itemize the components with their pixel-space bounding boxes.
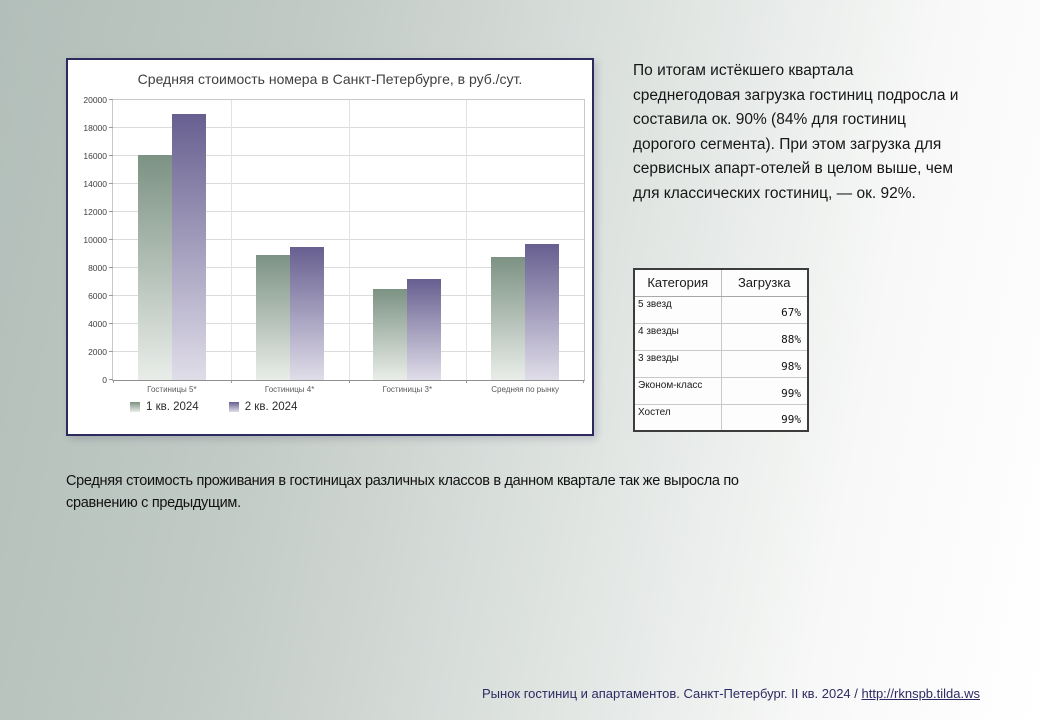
category-cell: 3 звезды	[633, 349, 722, 378]
y-axis-label: 10000	[83, 235, 107, 245]
occupancy-value-cell: 88%	[720, 322, 809, 351]
legend-color-swatch	[130, 402, 140, 412]
x-axis-tick	[230, 380, 232, 383]
category-cell: 5 звезд	[633, 295, 722, 324]
y-axis-tick	[109, 99, 113, 100]
y-axis-label: 2000	[88, 347, 107, 357]
x-axis-tick	[113, 380, 114, 383]
bar	[171, 114, 206, 380]
y-axis-label: 0	[102, 375, 107, 385]
bar	[137, 154, 172, 380]
category-separator-line	[230, 100, 232, 380]
x-axis-tick	[583, 380, 584, 383]
chart-plot-area: 0 2000 4000 6000 8000 10000 12000 14000 16000 180…	[83, 95, 585, 394]
category-cell: Хостел	[633, 403, 722, 432]
bar	[407, 279, 442, 380]
legend-item: 1 кв. 2024	[130, 401, 199, 413]
y-axis-label: 6000	[88, 291, 107, 301]
occupancy-value-cell: 98%	[720, 349, 809, 378]
chart-container: Средняя стоимость номера в Санкт-Петербу…	[66, 58, 594, 436]
category-cell: 4 звезды	[633, 322, 722, 351]
category-separator-line	[466, 100, 468, 380]
bar	[373, 289, 408, 380]
x-category-label: Гостиницы 3*	[382, 385, 433, 394]
bar	[255, 255, 290, 380]
x-axis-tick	[348, 380, 350, 383]
table-row: 4 звезды 88%	[633, 322, 809, 351]
occupancy-value-cell: 67%	[720, 295, 809, 324]
x-category-label: Средняя по рынку	[491, 385, 559, 394]
y-axis-tick	[109, 211, 113, 212]
table-row: 3 звезды 98%	[633, 349, 809, 378]
column-header-occupancy: Загрузка	[720, 268, 809, 297]
bar	[491, 256, 526, 380]
table-row: Эконом-класс 99%	[633, 376, 809, 405]
y-axis-label: 18000	[83, 123, 107, 133]
y-axis-label: 4000	[88, 319, 107, 329]
y-axis-label: 8000	[88, 263, 107, 273]
legend-color-swatch	[228, 402, 239, 412]
commentary-text: По итогам истёкшего квартала среднегодов…	[633, 62, 959, 202]
y-axis-tick	[109, 183, 113, 184]
chart-title: Средняя стоимость номера в Санкт-Петербу…	[137, 71, 523, 87]
y-axis-tick	[109, 239, 113, 240]
y-axis-label: 16000	[83, 151, 107, 161]
occupancy-value-cell: 99%	[720, 403, 809, 432]
category-separator-line	[348, 100, 350, 380]
y-axis-label: 14000	[83, 179, 107, 189]
caption-text: Средняя стоимость проживания в гостиница…	[66, 473, 739, 511]
x-category-label: Гостиницы 5*	[147, 385, 197, 394]
footer-link[interactable]: http://rknspb.tilda.ws	[861, 686, 981, 701]
table-header-row: Категория Загрузка	[633, 268, 809, 297]
y-axis-tick	[109, 267, 113, 268]
occupancy-table: Категория Загрузка 5 звезд 67% 4 звезды 88%…	[633, 268, 809, 432]
bar	[525, 244, 560, 380]
category-cell: Эконом-класс	[633, 376, 722, 405]
legend-item: 2 кв. 2024	[228, 401, 298, 413]
y-axis-tick	[109, 323, 113, 324]
y-axis-tick	[109, 379, 113, 380]
y-axis-tick	[109, 127, 113, 128]
y-axis-tick	[109, 295, 113, 296]
bar	[289, 247, 324, 380]
table-row: 5 звезд 67%	[633, 295, 809, 324]
footer: Рынок гостиниц и апартаментов. Санкт-Пет…	[420, 686, 1040, 701]
y-axis-label: 12000	[83, 207, 107, 217]
y-axis-tick	[109, 155, 113, 156]
chart-legend: 1 кв. 2024 2 кв. 2024	[130, 401, 297, 413]
y-axis-label: 20000	[83, 95, 107, 105]
occupancy-value-cell: 99%	[720, 376, 809, 405]
legend-label: 2 кв. 2024	[244, 401, 298, 413]
column-header-category: Категория	[633, 268, 722, 297]
x-axis-tick	[466, 380, 468, 383]
x-category-label: Гостиницы 4*	[264, 385, 315, 394]
footer-text: Рынок гостиниц и апартаментов. Санкт-Пет…	[482, 686, 862, 701]
legend-label: 1 кв. 2024	[146, 401, 199, 413]
y-axis-tick	[109, 351, 113, 352]
table-row: Хостел 99%	[633, 403, 809, 432]
